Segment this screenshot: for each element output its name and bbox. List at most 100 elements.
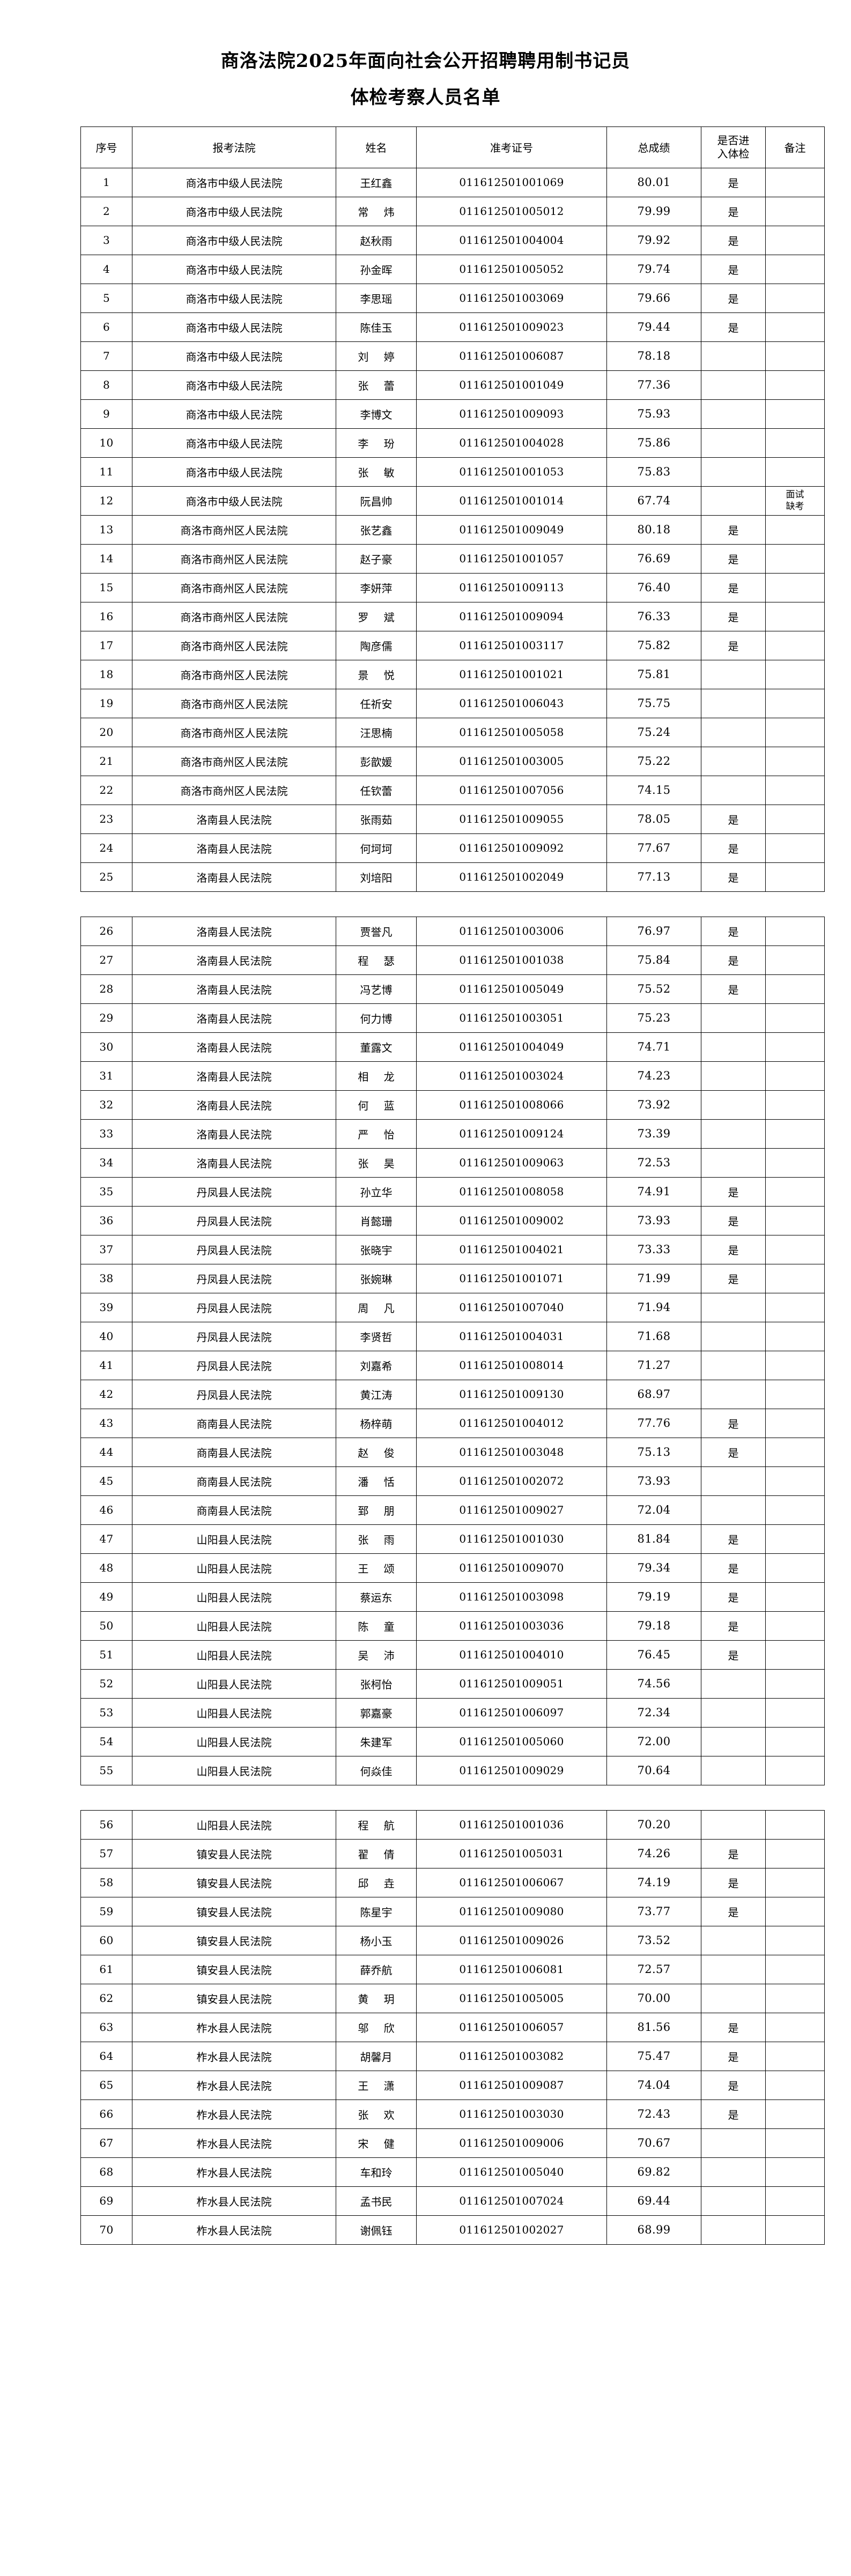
- cell-score: 72.00: [606, 1726, 701, 1756]
- table-row: 3 商洛市中级人民法院 赵秋雨 011612501004004 79.92 是: [80, 225, 825, 255]
- cell-ticket: 011612501006087: [416, 341, 607, 371]
- cell-court: 柞水县人民法院: [132, 2070, 336, 2100]
- cell-seq: 30: [80, 1032, 132, 1062]
- cell-score: 79.66: [606, 283, 701, 313]
- cell-court: 商洛市中级人民法院: [132, 225, 336, 255]
- cell-seq: 31: [80, 1061, 132, 1091]
- cell-name: 刘培阳: [336, 862, 417, 892]
- table-row: 32 洛南县人民法院何 蓝 011612501008066 73.92: [80, 1090, 825, 1120]
- cell-remark: [765, 1292, 825, 1322]
- cell-name: 常 炜: [336, 196, 417, 226]
- cell-seq: 13: [80, 515, 132, 545]
- cell-ticket: 011612501002027: [416, 2215, 607, 2245]
- cell-remark: [765, 2041, 825, 2071]
- cell-seq: 37: [80, 1234, 132, 1264]
- cell-court: 商洛市商州区人民法院: [132, 601, 336, 631]
- table-row: 10 商洛市中级人民法院李 玢 011612501004028 75.86: [80, 428, 825, 458]
- cell-court: 柞水县人民法院: [132, 2215, 336, 2245]
- cell-seq: 8: [80, 370, 132, 400]
- cell-name: 李思瑶: [336, 283, 417, 313]
- cell-ticket: 011612501009006: [416, 2128, 607, 2158]
- cell-score: 78.18: [606, 341, 701, 371]
- cell-court: 商洛市中级人民法院: [132, 167, 336, 197]
- cell-name: 何力博: [336, 1003, 417, 1033]
- cell-ticket: 011612501008066: [416, 1090, 607, 1120]
- cell-seq: 55: [80, 1755, 132, 1785]
- cell-physical: [701, 370, 766, 400]
- cell-seq: 23: [80, 804, 132, 834]
- cell-court: 柞水县人民法院: [132, 2186, 336, 2216]
- cell-name: 潘 恬: [336, 1466, 417, 1496]
- cell-score: 73.33: [606, 1234, 701, 1264]
- cell-score: 79.92: [606, 225, 701, 255]
- cell-remark: [765, 1379, 825, 1409]
- table-row: 51 山阳县人民法院吴 沛 011612501004010 76.45 是: [80, 1640, 825, 1670]
- cell-name: 朱建军: [336, 1726, 417, 1756]
- cell-seq: 63: [80, 2012, 132, 2042]
- cell-court: 商洛市中级人民法院: [132, 486, 336, 516]
- cell-physical: [701, 1148, 766, 1178]
- table-row: 5 商洛市中级人民法院 李思瑶 011612501003069 79.66 是: [80, 283, 825, 313]
- cell-name: 陈佳玉: [336, 312, 417, 342]
- cell-physical: 是: [701, 945, 766, 975]
- cell-score: 74.56: [606, 1669, 701, 1699]
- cell-score: 73.39: [606, 1119, 701, 1149]
- cell-score: 76.69: [606, 544, 701, 574]
- column-header-name: 姓名: [336, 126, 417, 168]
- column-header-score: 总成绩: [606, 126, 701, 168]
- cell-score: 70.20: [606, 1810, 701, 1840]
- cell-name: 王 颂: [336, 1553, 417, 1583]
- cell-remark: [765, 1205, 825, 1235]
- cell-score: 72.34: [606, 1698, 701, 1728]
- cell-court: 商洛市中级人民法院: [132, 457, 336, 487]
- cell-ticket: 011612501005058: [416, 717, 607, 747]
- cell-name: 孟书民: [336, 2186, 417, 2216]
- cell-court: 商洛市商州区人民法院: [132, 717, 336, 747]
- cell-seq: 10: [80, 428, 132, 458]
- cell-court: 山阳县人民法院: [132, 1726, 336, 1756]
- table-row: 52 山阳县人民法院 张柯怡 011612501009051 74.56: [80, 1669, 825, 1699]
- table-row: 29 洛南县人民法院 何力博 011612501003051 75.23: [80, 1003, 825, 1033]
- cell-name: 李博文: [336, 399, 417, 429]
- cell-court: 商南县人民法院: [132, 1437, 336, 1467]
- cell-ticket: 011612501002072: [416, 1466, 607, 1496]
- page-break-gap: [80, 892, 771, 917]
- cell-ticket: 011612501004010: [416, 1640, 607, 1670]
- cell-physical: 是: [701, 544, 766, 574]
- cell-physical: 是: [701, 862, 766, 892]
- cell-court: 商洛市中级人民法院: [132, 399, 336, 429]
- cell-remark: [765, 1640, 825, 1670]
- table-row: 34 洛南县人民法院张 昊 011612501009063 72.53: [80, 1148, 825, 1178]
- remark-line-1: 面试: [786, 489, 804, 501]
- table-row: 19 商洛市商州区人民法院 任祈安 011612501006043 75.75: [80, 688, 825, 718]
- table-row: 38 丹凤县人民法院 张婉琳 011612501001071 71.99 是: [80, 1263, 825, 1293]
- cell-name: 张柯怡: [336, 1669, 417, 1699]
- cell-physical: [701, 1119, 766, 1149]
- table-row: 60 镇安县人民法院 杨小玉 011612501009026 73.52: [80, 1925, 825, 1955]
- table-row: 50 山阳县人民法院陈 童 011612501003036 79.18 是: [80, 1611, 825, 1641]
- cell-remark: [765, 2128, 825, 2158]
- cell-ticket: 011612501006081: [416, 1954, 607, 1984]
- cell-name: 何 蓝: [336, 1090, 417, 1120]
- cell-court: 丹凤县人民法院: [132, 1205, 336, 1235]
- cell-court: 柞水县人民法院: [132, 2012, 336, 2042]
- cell-ticket: 011612501008058: [416, 1177, 607, 1207]
- cell-name: 任钦蕾: [336, 775, 417, 805]
- cell-score: 75.84: [606, 945, 701, 975]
- cell-remark: [765, 1896, 825, 1926]
- cell-name: 严 怡: [336, 1119, 417, 1149]
- cell-physical: [701, 1698, 766, 1728]
- cell-physical: [701, 341, 766, 371]
- table-row: 66 柞水县人民法院张 欢 011612501003030 72.43 是: [80, 2099, 825, 2129]
- cell-court: 商洛市中级人民法院: [132, 370, 336, 400]
- cell-remark: [765, 1698, 825, 1728]
- cell-name: 彭歆媛: [336, 746, 417, 776]
- cell-seq: 47: [80, 1524, 132, 1554]
- cell-court: 丹凤县人民法院: [132, 1263, 336, 1293]
- cell-remark: [765, 746, 825, 776]
- table-row: 22 商洛市商州区人民法院 任钦蕾 011612501007056 74.15: [80, 775, 825, 805]
- cell-score: 77.13: [606, 862, 701, 892]
- cell-ticket: 011612501009049: [416, 515, 607, 545]
- table-row: 46 商南县人民法院郅 朋 011612501009027 72.04: [80, 1495, 825, 1525]
- cell-ticket: 011612501005049: [416, 974, 607, 1004]
